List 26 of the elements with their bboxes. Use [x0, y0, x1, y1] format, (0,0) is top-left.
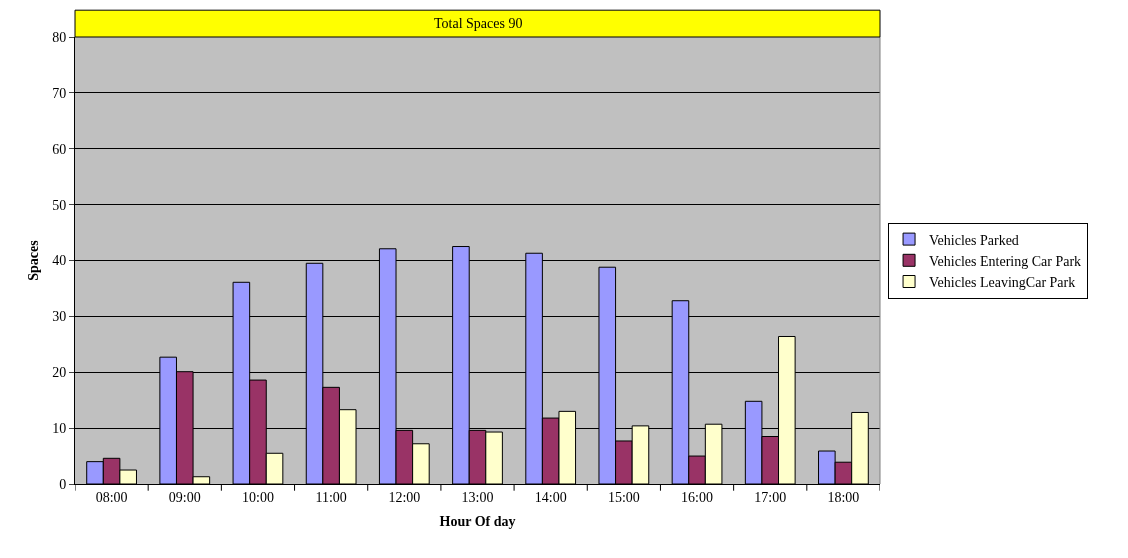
y-tick-label: 30	[52, 309, 67, 325]
y-tick-label: 0	[59, 476, 67, 492]
x-tick-label: 14:00	[534, 489, 567, 505]
x-tick-label: 08:00	[95, 489, 128, 505]
y-tick-label: 10	[52, 421, 67, 437]
x-tick-label: 12:00	[388, 489, 421, 505]
x-tick-label: 18:00	[827, 489, 860, 505]
x-tick-label: 11:00	[315, 489, 347, 505]
x-tick-label: 17:00	[754, 489, 787, 505]
x-tick-label: 15:00	[607, 489, 640, 505]
y-tick-label: 40	[52, 253, 67, 269]
x-tick-label: 13:00	[461, 489, 494, 505]
legend-label: Vehicles Entering Car Park	[929, 253, 1082, 269]
y-tick-label: 60	[52, 141, 67, 157]
y-axis-title: Spaces	[25, 239, 41, 281]
y-tick-label: 70	[52, 85, 67, 101]
y-tick-label: 20	[52, 365, 67, 381]
x-tick-label: 16:00	[681, 489, 713, 505]
y-tick-label: 50	[52, 197, 67, 213]
x-axis-title: Hour Of day	[439, 514, 516, 530]
x-tick-label: 09:00	[168, 489, 201, 505]
x-tick-label: 10:00	[242, 489, 274, 505]
legend-label: Vehicles LeavingCar Park	[929, 274, 1076, 290]
chart-title: Total Spaces 90	[434, 16, 523, 31]
legend-label: Vehicles Parked	[929, 232, 1019, 248]
y-tick-label: 80	[52, 29, 67, 45]
